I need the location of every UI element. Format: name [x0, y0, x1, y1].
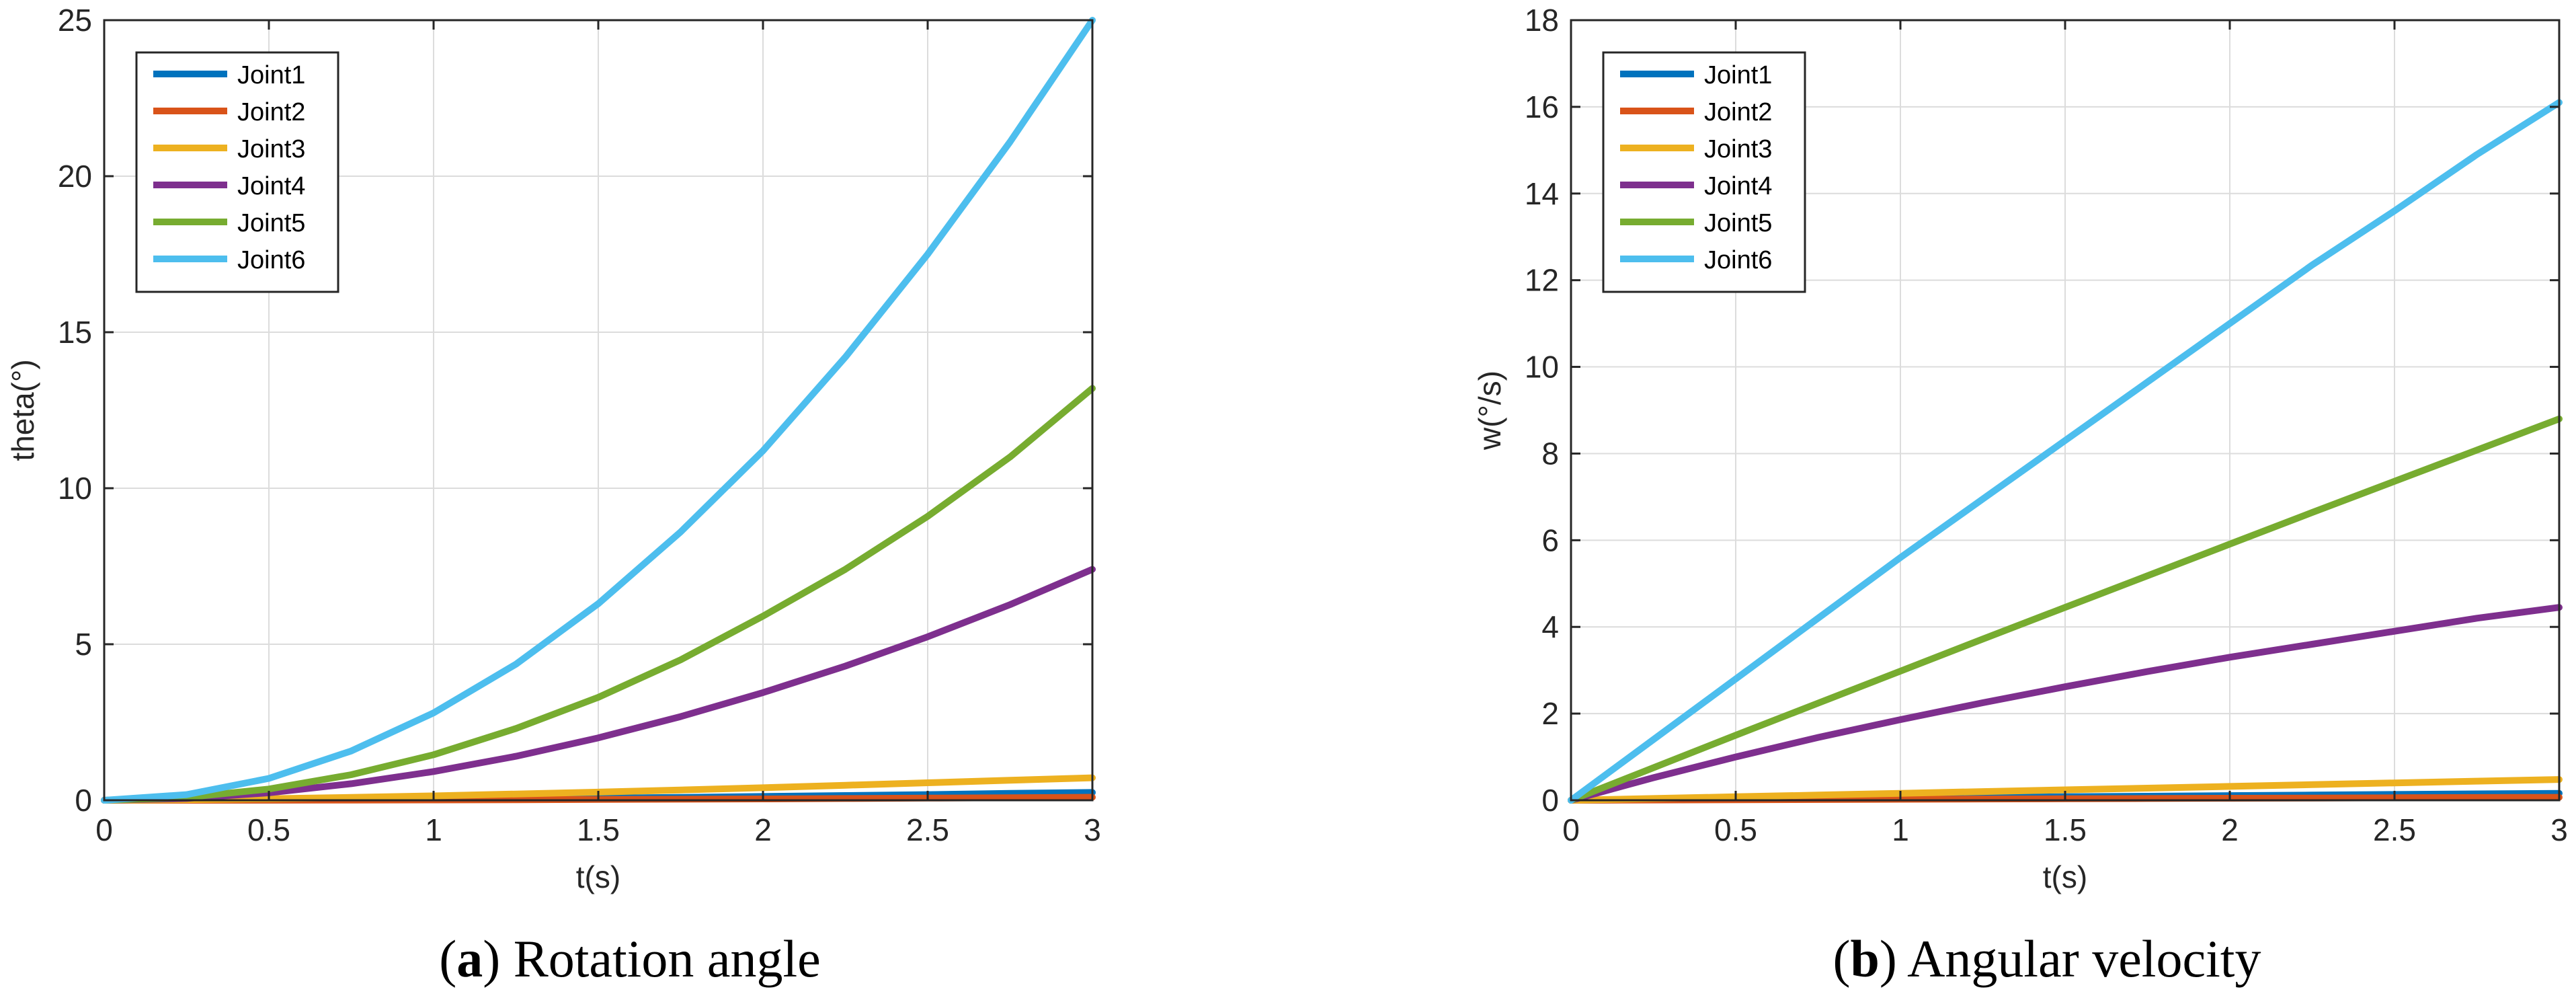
chart0-x-tick-label: 2 [754, 812, 772, 847]
chart0-x-tick-label: 2.5 [906, 812, 949, 847]
chart1-y-tick-label: 16 [1525, 89, 1559, 124]
angular-velocity-chart: 0 0.5 1 1.5 2 2.5 3 0 2 4 6 8 10 12 14 16 18 t(s) w(°/s) Jo… [1472, 3, 2568, 894]
caption-a-label: a [456, 929, 483, 988]
chart0-x-tick-label: 0 [95, 812, 113, 847]
chart0-legend-label-joint4: Joint4 [237, 172, 305, 200]
chart0-y-tick-label: 20 [58, 159, 92, 194]
chart1-legend-label-joint6: Joint6 [1704, 246, 1772, 274]
chart1-series-joint5 [1568, 415, 2563, 804]
chart1-x-tick-label: 2.5 [2373, 812, 2416, 847]
chart1-x-tick-label: 1 [1892, 812, 1909, 847]
chart1-x-axis-label: t(s) [2043, 859, 2087, 894]
chart1-y-tick-label: 12 [1525, 263, 1559, 298]
chart0-x-axis-label: t(s) [576, 859, 620, 894]
rotation-angle-chart: 0 0.5 1 1.5 2 2.5 3 0 5 10 15 20 25 t(s) theta(°) Joint… [5, 3, 1101, 894]
chart1-x-tick-label: 3 [2550, 812, 2568, 847]
chart0-y-tick-label: 15 [58, 315, 92, 350]
chart0-y-axis-label: theta(°) [5, 359, 40, 461]
chart0-legend [135, 51, 339, 293]
chart0-y-tick-label: 25 [58, 3, 92, 38]
chart0-series-joint5 [101, 385, 1096, 804]
chart1-y-tick-label: 4 [1541, 609, 1559, 644]
chart0-y-tick-label: 10 [58, 471, 92, 506]
chart1-legend-label-joint5: Joint5 [1704, 209, 1772, 237]
chart1-x-tick-label: 0.5 [1714, 812, 1757, 847]
chart1-y-tick-label: 18 [1525, 3, 1559, 38]
chart1-y-tick-label: 6 [1541, 523, 1559, 557]
chart0-y-tick-label: 0 [75, 783, 92, 818]
chart1-x-tick-label: 2 [2221, 812, 2239, 847]
caption-b-label: b [1851, 929, 1880, 988]
chart0-x-tick-label: 1.5 [577, 812, 620, 847]
chart0-legend-label-joint6: Joint6 [237, 246, 305, 274]
chart1-y-tick-label: 8 [1541, 436, 1559, 471]
chart0-x-tick-label: 3 [1084, 812, 1101, 847]
chart1-y-tick-label: 14 [1525, 176, 1559, 211]
chart1-y-tick-label: 0 [1541, 783, 1559, 818]
chart0-legend-label-joint2: Joint2 [237, 98, 305, 126]
chart1-legend-label-joint1: Joint1 [1704, 61, 1772, 89]
chart0-legend-label-joint3: Joint3 [237, 135, 305, 163]
caption-b: (b) Angular velocity [1833, 929, 2261, 988]
chart0-x-tick-label: 0.5 [247, 812, 290, 847]
chart0-x-tick-label: 1 [425, 812, 442, 847]
caption-a-text: Rotation angle [514, 929, 821, 988]
chart0-y-tick-label: 5 [75, 627, 92, 662]
chart1-legend-label-joint4: Joint4 [1704, 172, 1772, 200]
chart1-y-tick-label: 2 [1541, 696, 1559, 731]
chart1-y-tick-label: 10 [1525, 350, 1559, 385]
chart0-legend-label-joint1: Joint1 [237, 61, 305, 89]
chart1-legend-label-joint3: Joint3 [1704, 135, 1772, 163]
caption-b-text: Angular velocity [1907, 929, 2261, 988]
chart0-series-joint6 [101, 17, 1096, 804]
chart1-series-joint6 [1568, 99, 2563, 804]
chart0-legend-label-joint5: Joint5 [237, 209, 305, 237]
chart1-legend [1602, 51, 1806, 293]
chart1-x-tick-label: 1.5 [2044, 812, 2087, 847]
chart1-y-axis-label: w(°/s) [1472, 371, 1507, 451]
chart1-series-joint4 [1568, 604, 2563, 804]
chart1-x-tick-label: 0 [1562, 812, 1580, 847]
caption-a: (a) Rotation angle [439, 929, 821, 988]
chart1-legend-label-joint2: Joint2 [1704, 98, 1772, 126]
